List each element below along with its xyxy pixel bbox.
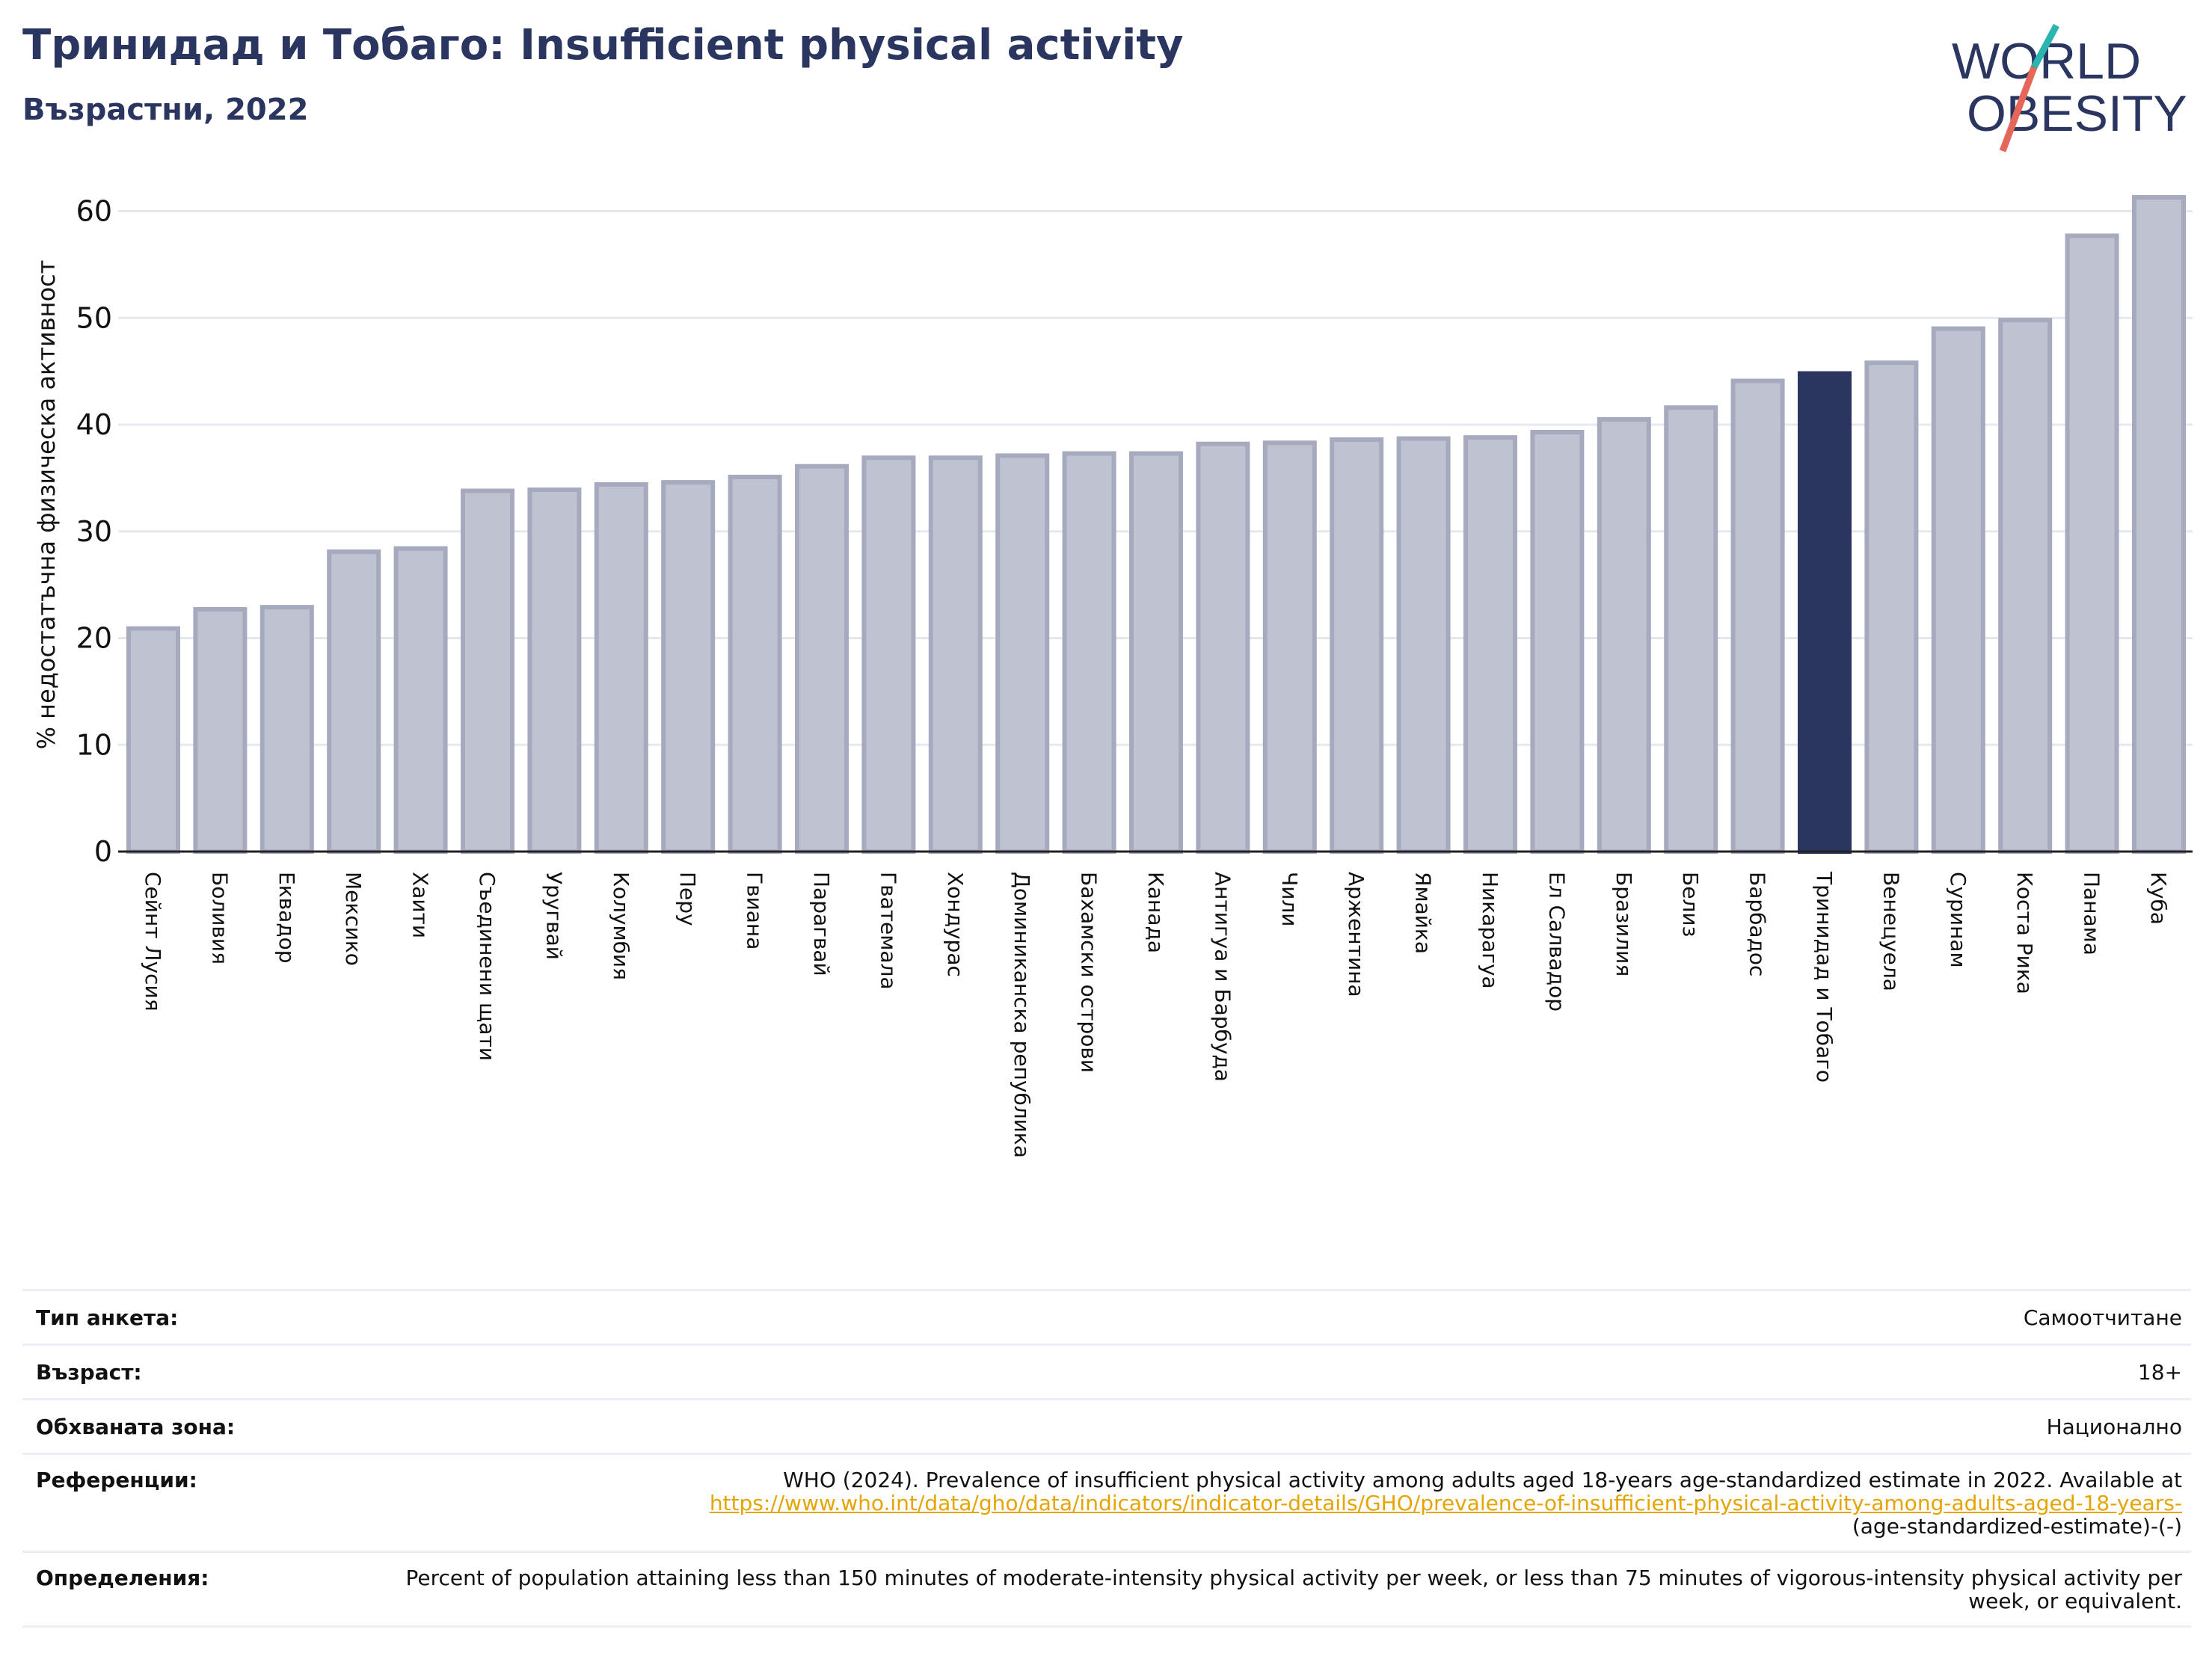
- x-tick-label: Хаити: [408, 872, 433, 938]
- bar: [1129, 451, 1183, 854]
- area-label: Обхваната зона:: [36, 1414, 236, 1439]
- bar: [461, 488, 514, 855]
- definitions-value: Percent of population attaining less tha…: [405, 1566, 2182, 1613]
- x-tick-label: Гватемала: [876, 872, 900, 990]
- y-tick-label: 50: [76, 301, 112, 334]
- bar: [1931, 326, 1985, 854]
- x-tick-label: Панама: [2080, 872, 2104, 955]
- x-tick-label: Съединени щати: [475, 872, 500, 1061]
- y-tick-label: 60: [76, 195, 112, 228]
- bar: [1330, 437, 1384, 854]
- references-text: WHO (2024). Prevalence of insufficient p…: [783, 1468, 2182, 1492]
- bar: [1864, 360, 1919, 854]
- bar: [661, 480, 716, 854]
- x-tick-label: Еквадор: [274, 872, 299, 964]
- bar: [327, 549, 381, 854]
- bar: [527, 487, 582, 855]
- area-value: Национално: [2046, 1414, 2182, 1439]
- x-tick-label: Белиз: [1678, 872, 1703, 937]
- bar: [259, 605, 314, 854]
- info-table: Тип анкета: Самоотчитане Възраст: 18+ Об…: [22, 1289, 2191, 1628]
- x-tick-label: Мексико: [341, 872, 366, 966]
- bar: [928, 455, 983, 854]
- definitions-label: Определения:: [36, 1566, 209, 1590]
- x-tick-label: Никарагуа: [1478, 872, 1502, 989]
- x-tick-label: Ямайка: [1411, 872, 1436, 954]
- x-tick-label: Хондурас: [943, 872, 968, 977]
- bar: [2132, 194, 2186, 854]
- page-subtitle: Възрастни, 2022: [22, 93, 309, 127]
- y-tick-label: 40: [76, 408, 112, 441]
- world-obesity-logo: WORLD OBESITY: [1952, 23, 2187, 153]
- references-link[interactable]: https://www.who.int/data/gho/data/indica…: [709, 1491, 2182, 1515]
- bar: [1664, 405, 1718, 854]
- bar: [1597, 416, 1651, 854]
- x-tick-label: Канада: [1143, 872, 1168, 953]
- x-tick-label: Антигуа и Барбуда: [1210, 872, 1235, 1082]
- bar: [861, 455, 916, 854]
- bar: [995, 453, 1050, 854]
- bar: [1062, 451, 1116, 854]
- y-axis-ticks: 0 10 20 30 40 50 60: [76, 195, 112, 868]
- bar: [1998, 318, 2053, 855]
- bar: [193, 606, 248, 855]
- bar: [1396, 436, 1451, 854]
- survey-type-label: Тип анкета:: [36, 1305, 179, 1330]
- references-value: WHO (2024). Prevalence of insufficient p…: [710, 1468, 2191, 1551]
- y-tick-label: 30: [76, 515, 112, 548]
- bar: [1730, 378, 1785, 854]
- x-tick-label: Перу: [675, 872, 700, 926]
- info-row-area: Обхваната зона: Национално: [22, 1398, 2191, 1453]
- info-row-survey-type: Тип анкета: Самоотчитане: [22, 1289, 2191, 1344]
- logo-slash-coral: [1999, 66, 2038, 153]
- x-tick-label: Парагвай: [809, 872, 834, 976]
- survey-type-value: Самоотчитане: [2023, 1305, 2182, 1330]
- bar: [1463, 435, 1517, 854]
- references-tail: (age-standardized-estimate)-(-): [1852, 1514, 2182, 1539]
- y-tick-label: 20: [76, 622, 112, 655]
- bar: [126, 626, 180, 855]
- info-row-age: Възраст: 18+: [22, 1344, 2191, 1398]
- bar: [1530, 430, 1585, 854]
- bar: [1196, 441, 1250, 854]
- x-tick-label: Колумбия: [609, 872, 633, 980]
- x-tick-label: Боливия: [207, 872, 232, 964]
- x-tick-label: Куба: [2146, 872, 2171, 925]
- x-tick-label: Барбадос: [1745, 872, 1770, 976]
- bar: [2065, 233, 2119, 854]
- bar-chart: 0 10 20 30 40 50 60 Сейнт Лусия Боливия Еквадор М…: [32, 194, 2193, 1158]
- x-tick-label: Бахамски острови: [1077, 872, 1102, 1073]
- bars: [126, 194, 2186, 855]
- logo-slash-teal: [2031, 23, 2059, 70]
- x-tick-label: Ел Салвадор: [1544, 872, 1569, 1012]
- x-tick-label: Чили: [1277, 872, 1302, 927]
- bar: [728, 474, 782, 855]
- y-axis-label: % недостатъчна физическа активност: [32, 260, 61, 750]
- info-row-definitions: Определения: Percent of population attai…: [22, 1551, 2191, 1628]
- page-title: Тринидад и Тобаго: Insufficient physical…: [22, 21, 1184, 70]
- bar-highlight: [1798, 371, 1852, 855]
- y-tick-label: 0: [94, 835, 112, 868]
- x-tick-label: Коста Рика: [2012, 872, 2037, 994]
- x-tick-label: Сейнт Лусия: [141, 872, 165, 1012]
- x-tick-label: Бразилия: [1612, 872, 1636, 976]
- bar: [594, 481, 648, 854]
- bar: [795, 464, 849, 854]
- x-tick-label: Уругвай: [541, 872, 566, 960]
- x-tick-label: Аржентина: [1344, 872, 1368, 997]
- x-tick-label: Венецуела: [1878, 872, 1903, 991]
- y-tick-label: 10: [76, 728, 112, 761]
- x-tick-label: Суринам: [1946, 872, 1970, 968]
- bar: [1262, 440, 1317, 854]
- references-label: Референции:: [36, 1468, 197, 1492]
- age-label: Възраст:: [36, 1359, 142, 1385]
- x-axis-labels: Сейнт Лусия Боливия Еквадор Мексико Хаити Съе…: [141, 871, 2171, 1158]
- x-tick-label: Доминиканска република: [1010, 872, 1034, 1158]
- x-tick-label: Тринидад и Тобаго: [1812, 871, 1837, 1083]
- logo-obesity-text: OBESITY: [1967, 85, 2187, 142]
- bar: [393, 546, 448, 854]
- x-tick-label: Гвиана: [743, 872, 767, 950]
- info-row-references: Референции: WHO (2024). Prevalence of in…: [22, 1453, 2191, 1551]
- age-value: 18+: [2137, 1359, 2182, 1385]
